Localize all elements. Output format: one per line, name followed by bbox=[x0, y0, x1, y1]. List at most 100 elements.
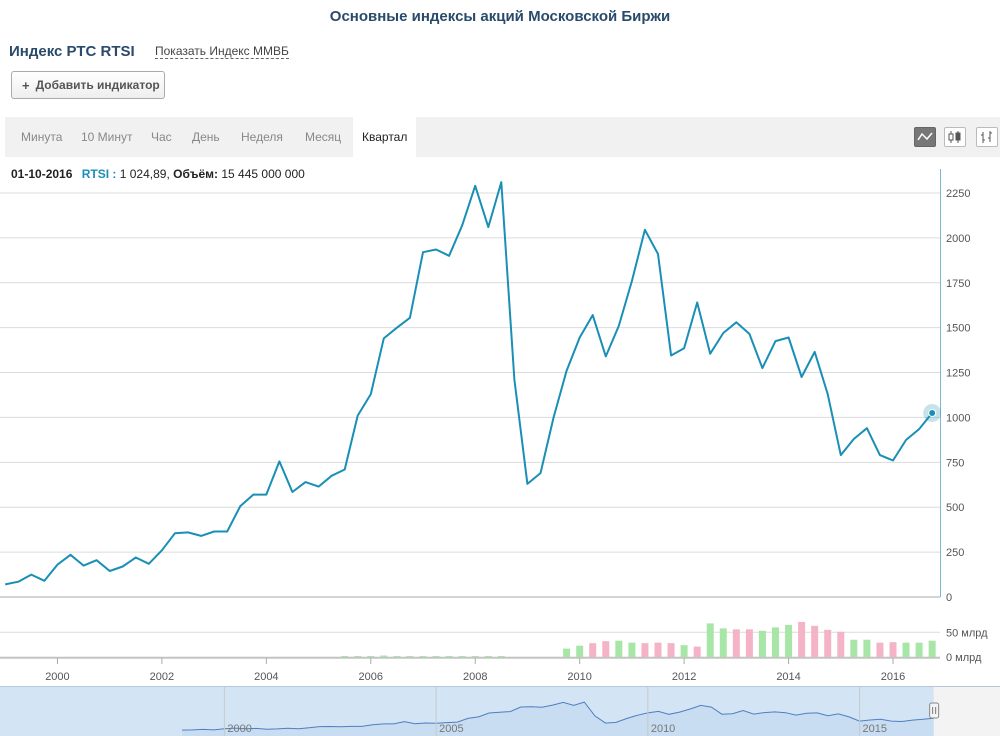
y-axis-labels: 0 250 500 750 1000 1250 1500 1750 2000 2250 0 млрд… bbox=[946, 188, 988, 664]
x-tick-label: 2008 bbox=[463, 671, 487, 683]
navigator-tick-label: 2010 bbox=[651, 723, 675, 735]
ohlc-chart-icon bbox=[981, 131, 992, 143]
volume-bar bbox=[471, 656, 479, 657]
volume-bar bbox=[497, 656, 505, 657]
info-value: 1 024,89, bbox=[119, 167, 170, 181]
volume-bar bbox=[641, 643, 649, 657]
navigator-selection bbox=[0, 686, 934, 736]
volume-tick-label: 50 млрд bbox=[946, 627, 988, 639]
y-tick-label: 500 bbox=[946, 502, 964, 514]
line-chart-button[interactable] bbox=[914, 127, 936, 147]
current-point-marker bbox=[928, 408, 937, 417]
candlestick-chart-icon bbox=[948, 131, 961, 143]
volume-bar bbox=[889, 642, 897, 657]
navigator[interactable]: 2000 2005 2010 2015 bbox=[0, 686, 1000, 736]
x-tick-label: 2006 bbox=[359, 671, 383, 683]
volume-bar bbox=[837, 631, 845, 657]
volume-bar bbox=[863, 639, 871, 657]
x-tick-label: 2014 bbox=[776, 671, 800, 683]
y-tick-label: 1250 bbox=[946, 368, 970, 380]
x-tick-label: 2012 bbox=[672, 671, 696, 683]
plus-icon: + bbox=[22, 77, 30, 93]
x-tick-label: 2002 bbox=[150, 671, 174, 683]
x-tick-label: 2004 bbox=[254, 671, 278, 683]
x-tick-label: 2000 bbox=[45, 671, 69, 683]
volume-bar bbox=[367, 656, 375, 657]
y-tick-label: 750 bbox=[946, 457, 964, 469]
info-volume-value: 15 445 000 000 bbox=[221, 167, 305, 181]
timeframe-tabs: Минута 10 Минут Час День Неделя Месяц Кв… bbox=[5, 117, 1000, 157]
volume-bar bbox=[732, 629, 740, 657]
chart-grid bbox=[0, 169, 941, 658]
current-point-halo bbox=[923, 403, 942, 422]
volume-bar bbox=[680, 645, 688, 657]
volume-bar bbox=[772, 627, 779, 657]
volume-bar bbox=[341, 656, 349, 657]
volume-bar bbox=[602, 641, 610, 657]
navigator-tick-label: 2000 bbox=[227, 723, 251, 735]
page-title: Основные индексы акций Московской Биржи bbox=[329, 8, 671, 25]
volume-bar bbox=[811, 625, 819, 657]
tab-10-minutes[interactable]: 10 Минут bbox=[81, 130, 133, 144]
line-chart-icon bbox=[917, 132, 933, 141]
volume-bar bbox=[824, 629, 832, 657]
volume-bar bbox=[654, 642, 662, 657]
volume-tick-label: 0 млрд bbox=[946, 652, 982, 664]
volume-bar bbox=[928, 640, 936, 657]
tab-quarter[interactable]: Квартал bbox=[353, 117, 417, 157]
volume-bar bbox=[798, 621, 806, 657]
tab-day[interactable]: День bbox=[192, 130, 220, 144]
volume-bar bbox=[719, 628, 727, 657]
ohlc-chart-button[interactable] bbox=[976, 127, 998, 147]
volume-bar bbox=[563, 648, 571, 657]
volume-bar bbox=[745, 629, 753, 657]
candlestick-chart-button[interactable] bbox=[944, 127, 966, 147]
x-tick-label: 2016 bbox=[881, 671, 905, 683]
add-indicator-button[interactable]: + Добавить индикатор bbox=[11, 71, 165, 99]
y-tick-label: 2000 bbox=[946, 233, 970, 245]
navigator-area bbox=[182, 702, 934, 736]
volume-bar bbox=[758, 630, 766, 657]
index-name: Индекс РТС RTSI bbox=[9, 43, 135, 60]
volume-bar bbox=[419, 656, 427, 657]
x-tick-label: 2010 bbox=[567, 671, 591, 683]
volume-bar bbox=[484, 656, 492, 657]
volume-bar bbox=[458, 656, 466, 657]
volume-bar bbox=[850, 639, 858, 657]
info-series-label: RTSI : bbox=[81, 167, 117, 181]
volume-bar bbox=[380, 655, 388, 657]
volume-bar bbox=[706, 623, 714, 657]
y-tick-label: 250 bbox=[946, 547, 964, 559]
volume-bar bbox=[354, 656, 362, 657]
volume-bar bbox=[393, 656, 401, 657]
tab-hour[interactable]: Час bbox=[151, 130, 172, 144]
y-tick-label: 1000 bbox=[946, 412, 970, 424]
volume-bar bbox=[406, 656, 414, 657]
volume-bar bbox=[667, 643, 675, 657]
tab-month[interactable]: Месяц bbox=[305, 130, 342, 144]
volume-bar bbox=[902, 642, 910, 657]
info-volume-label: Объём: bbox=[173, 167, 219, 181]
volume-bar bbox=[576, 645, 584, 657]
navigator-handle[interactable] bbox=[929, 702, 940, 719]
volume-bar bbox=[693, 646, 701, 657]
volume-bar bbox=[915, 642, 923, 657]
volume-bar bbox=[445, 656, 453, 657]
volume-bar bbox=[589, 643, 597, 657]
volume-bar bbox=[785, 624, 793, 657]
tab-week[interactable]: Неделя bbox=[241, 130, 283, 144]
tab-minute[interactable]: Минута bbox=[21, 130, 63, 144]
x-axis: 2000 2002 2004 2006 2008 2010 2012 2014 2016 bbox=[0, 657, 940, 683]
navigator-tick-label: 2015 bbox=[863, 723, 887, 735]
info-date: 01-10-2016 bbox=[11, 167, 73, 181]
y-tick-label: 2250 bbox=[946, 188, 970, 200]
volume-bar bbox=[615, 640, 623, 657]
y-tick-label: 1500 bbox=[946, 323, 970, 335]
volume-bar bbox=[876, 642, 884, 657]
navigator-line bbox=[182, 701, 934, 731]
volume-bar bbox=[628, 642, 636, 657]
show-mmvb-link[interactable]: Показать Индекс ММВБ bbox=[155, 44, 289, 59]
volume-bars bbox=[341, 621, 936, 657]
y-tick-label: 1750 bbox=[946, 278, 970, 290]
